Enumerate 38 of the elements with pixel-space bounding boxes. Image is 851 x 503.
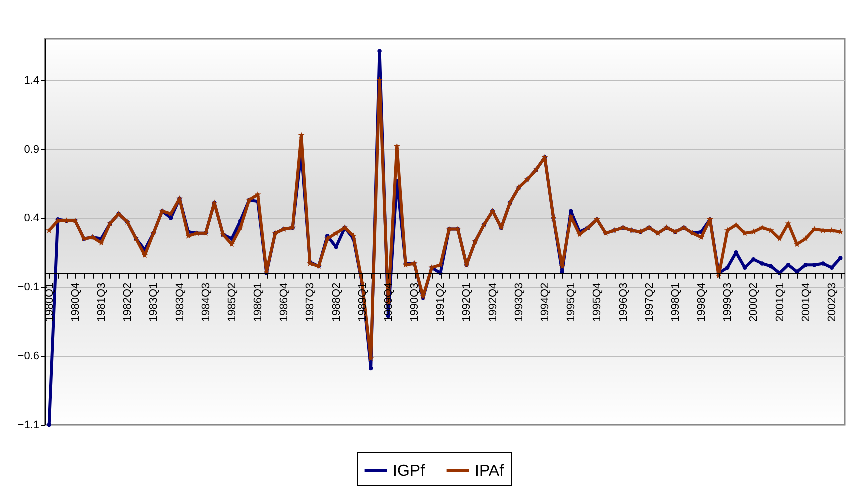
- x-tick-label: 1992Q4: [487, 282, 500, 322]
- y-tick-label: 1.4: [24, 74, 40, 87]
- x-tick-label: 1986Q1: [252, 282, 265, 322]
- y-tick-label: 0.4: [24, 212, 40, 225]
- x-tick-label: 1990Q3: [409, 282, 422, 322]
- x-tick-label: 1985Q2: [226, 282, 238, 322]
- x-tick-label: 1994Q2: [540, 282, 552, 322]
- legend-label: IPAf: [475, 463, 505, 480]
- legend-label: IGPf: [393, 463, 426, 480]
- x-tick-label: 2000Q2: [748, 282, 760, 322]
- x-tick-label: 1998Q4: [696, 282, 708, 322]
- y-tick-label: 0.9: [24, 144, 40, 156]
- x-tick-label: 1987Q3: [304, 282, 317, 322]
- x-tick-label: 1989Q1: [356, 282, 369, 322]
- x-tick-label: 1984Q3: [200, 282, 212, 322]
- x-tick-label: 1996Q3: [618, 282, 630, 322]
- x-tick-label: 1982Q2: [122, 282, 134, 322]
- x-tick-label: 1980Q4: [70, 282, 82, 322]
- x-tick-label: 1992Q1: [461, 282, 474, 322]
- x-tick-label: 1997Q2: [644, 282, 656, 322]
- x-tick-label: 1988Q2: [330, 282, 343, 322]
- x-tick-label: 2001Q1: [774, 282, 786, 322]
- x-tick-label: 1993Q3: [513, 282, 526, 322]
- x-tick-label: 1981Q3: [96, 282, 108, 322]
- x-tick-label: 2001Q4: [800, 282, 812, 322]
- x-tick-label: 1989Q4: [382, 282, 395, 322]
- x-tick-label: 1983Q4: [174, 282, 186, 322]
- x-tick-label: 1995Q4: [592, 282, 604, 322]
- y-tick-label: −1.1: [18, 420, 40, 432]
- x-tick-label: 1991Q2: [435, 282, 448, 322]
- x-tick-label: 2002Q3: [826, 282, 838, 322]
- x-tick-label: 1983Q1: [148, 282, 160, 322]
- x-tick-label: 1995Q1: [566, 282, 578, 322]
- x-tick-label: 1998Q1: [670, 282, 682, 322]
- x-tick-label: 1999Q3: [722, 282, 734, 322]
- y-tick-label: −0.1: [18, 282, 40, 294]
- x-tick-label: 1986Q4: [278, 282, 291, 322]
- y-tick-label: −0.6: [18, 350, 40, 363]
